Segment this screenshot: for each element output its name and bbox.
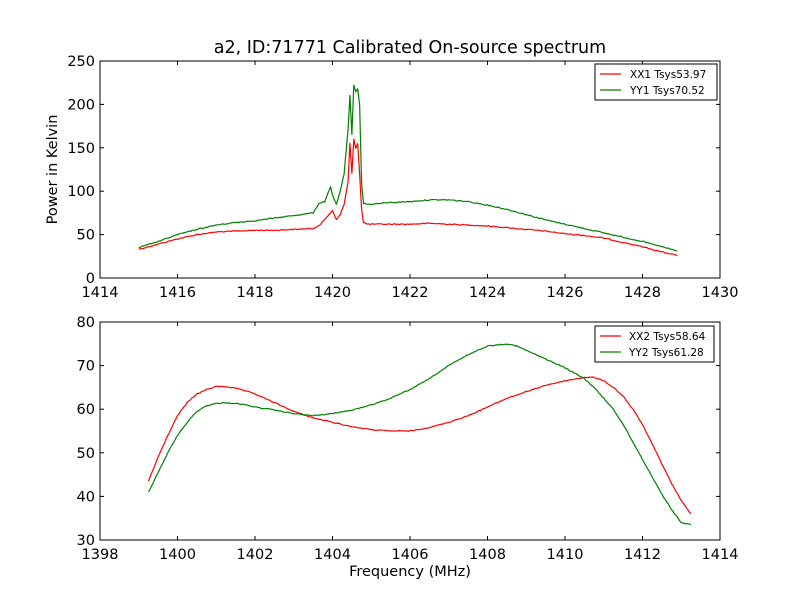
bottom-legend[interactable]: XX2 Tsys58.64 YY2 Tsys61.28 — [594, 325, 715, 363]
bottom-series-line-xx2 — [147, 376, 692, 515]
bottom-series-line-yy2 — [147, 343, 692, 526]
top-legend-box — [594, 63, 718, 101]
top-y-tick-label: 150 — [67, 141, 95, 157]
top-x-tick-label: 1426 — [547, 285, 584, 301]
bottom-y-tick-label: 30 — [77, 533, 95, 549]
top-y-tick-label: 200 — [67, 97, 95, 113]
bottom-x-tick-label: 1404 — [314, 547, 351, 563]
bottom-legend-label-yy2: YY2 Tsys61.28 — [628, 347, 704, 359]
top-y-tick-label: 100 — [67, 184, 95, 200]
top-legend[interactable]: XX1 Tsys53.97 YY1 Tsys70.52 — [594, 63, 718, 101]
bottom-series-group — [147, 343, 692, 526]
top-series-line-yy1 — [138, 84, 678, 252]
bottom-x-axis-label: Frequency (MHz) — [349, 564, 471, 580]
bottom-x-tick-label: 1400 — [159, 547, 196, 563]
top-legend-label-xx1: XX1 Tsys53.97 — [630, 69, 706, 81]
chart-title: a2, ID:71771 Calibrated On-source spectr… — [214, 38, 606, 58]
bottom-legend-label-xx2: XX2 Tsys58.64 — [629, 331, 706, 343]
bottom-x-tick-label: 1398 — [82, 547, 119, 563]
bottom-y-tick-label: 60 — [77, 402, 95, 418]
top-series-group — [138, 84, 678, 257]
bottom-x-tick-label: 1410 — [547, 547, 584, 563]
bottom-y-tick-label: 70 — [77, 359, 95, 375]
top-y-axis-label: Power in Kelvin — [45, 115, 61, 225]
top-ticks: 1414 1416 1418 1420 1422 1424 1426 1428 1430 0 50 1… — [67, 54, 738, 301]
top-x-tick-label: 1428 — [624, 285, 661, 301]
bottom-x-tick-label: 1402 — [237, 547, 274, 563]
bottom-y-tick-label: 80 — [77, 315, 95, 331]
top-panel: 1414 1416 1418 1420 1422 1424 1426 1428 1430 0 50 1… — [45, 54, 738, 301]
top-x-tick-label: 1418 — [237, 285, 274, 301]
top-x-tick-label: 1416 — [159, 285, 196, 301]
bottom-x-tick-label: 1412 — [624, 547, 661, 563]
top-x-tick-label: 1422 — [392, 285, 429, 301]
top-y-tick-label: 250 — [67, 54, 95, 70]
bottom-y-tick-label: 50 — [77, 446, 95, 462]
top-y-tick-label: 0 — [86, 271, 95, 287]
bottom-ticks: 1398 1400 1402 1404 1406 1408 1410 1412 1414 30 40… — [77, 315, 739, 563]
bottom-x-tick-label: 1406 — [392, 547, 429, 563]
bottom-x-tick-label: 1408 — [469, 547, 506, 563]
bottom-legend-box — [594, 325, 715, 363]
top-x-tick-label: 1420 — [314, 285, 351, 301]
bottom-y-tick-label: 40 — [77, 489, 95, 505]
top-x-tick-label: 1414 — [82, 285, 119, 301]
top-series-line-xx1 — [138, 138, 678, 257]
top-legend-label-yy1: YY1 Tsys70.52 — [629, 85, 705, 97]
bottom-panel: 1398 1400 1402 1404 1406 1408 1410 1412 1414 30 40… — [77, 315, 739, 580]
top-x-tick-label: 1430 — [702, 285, 739, 301]
bottom-x-tick-label: 1414 — [702, 547, 739, 563]
top-x-tick-label: 1424 — [469, 285, 506, 301]
top-y-tick-label: 50 — [77, 228, 95, 244]
